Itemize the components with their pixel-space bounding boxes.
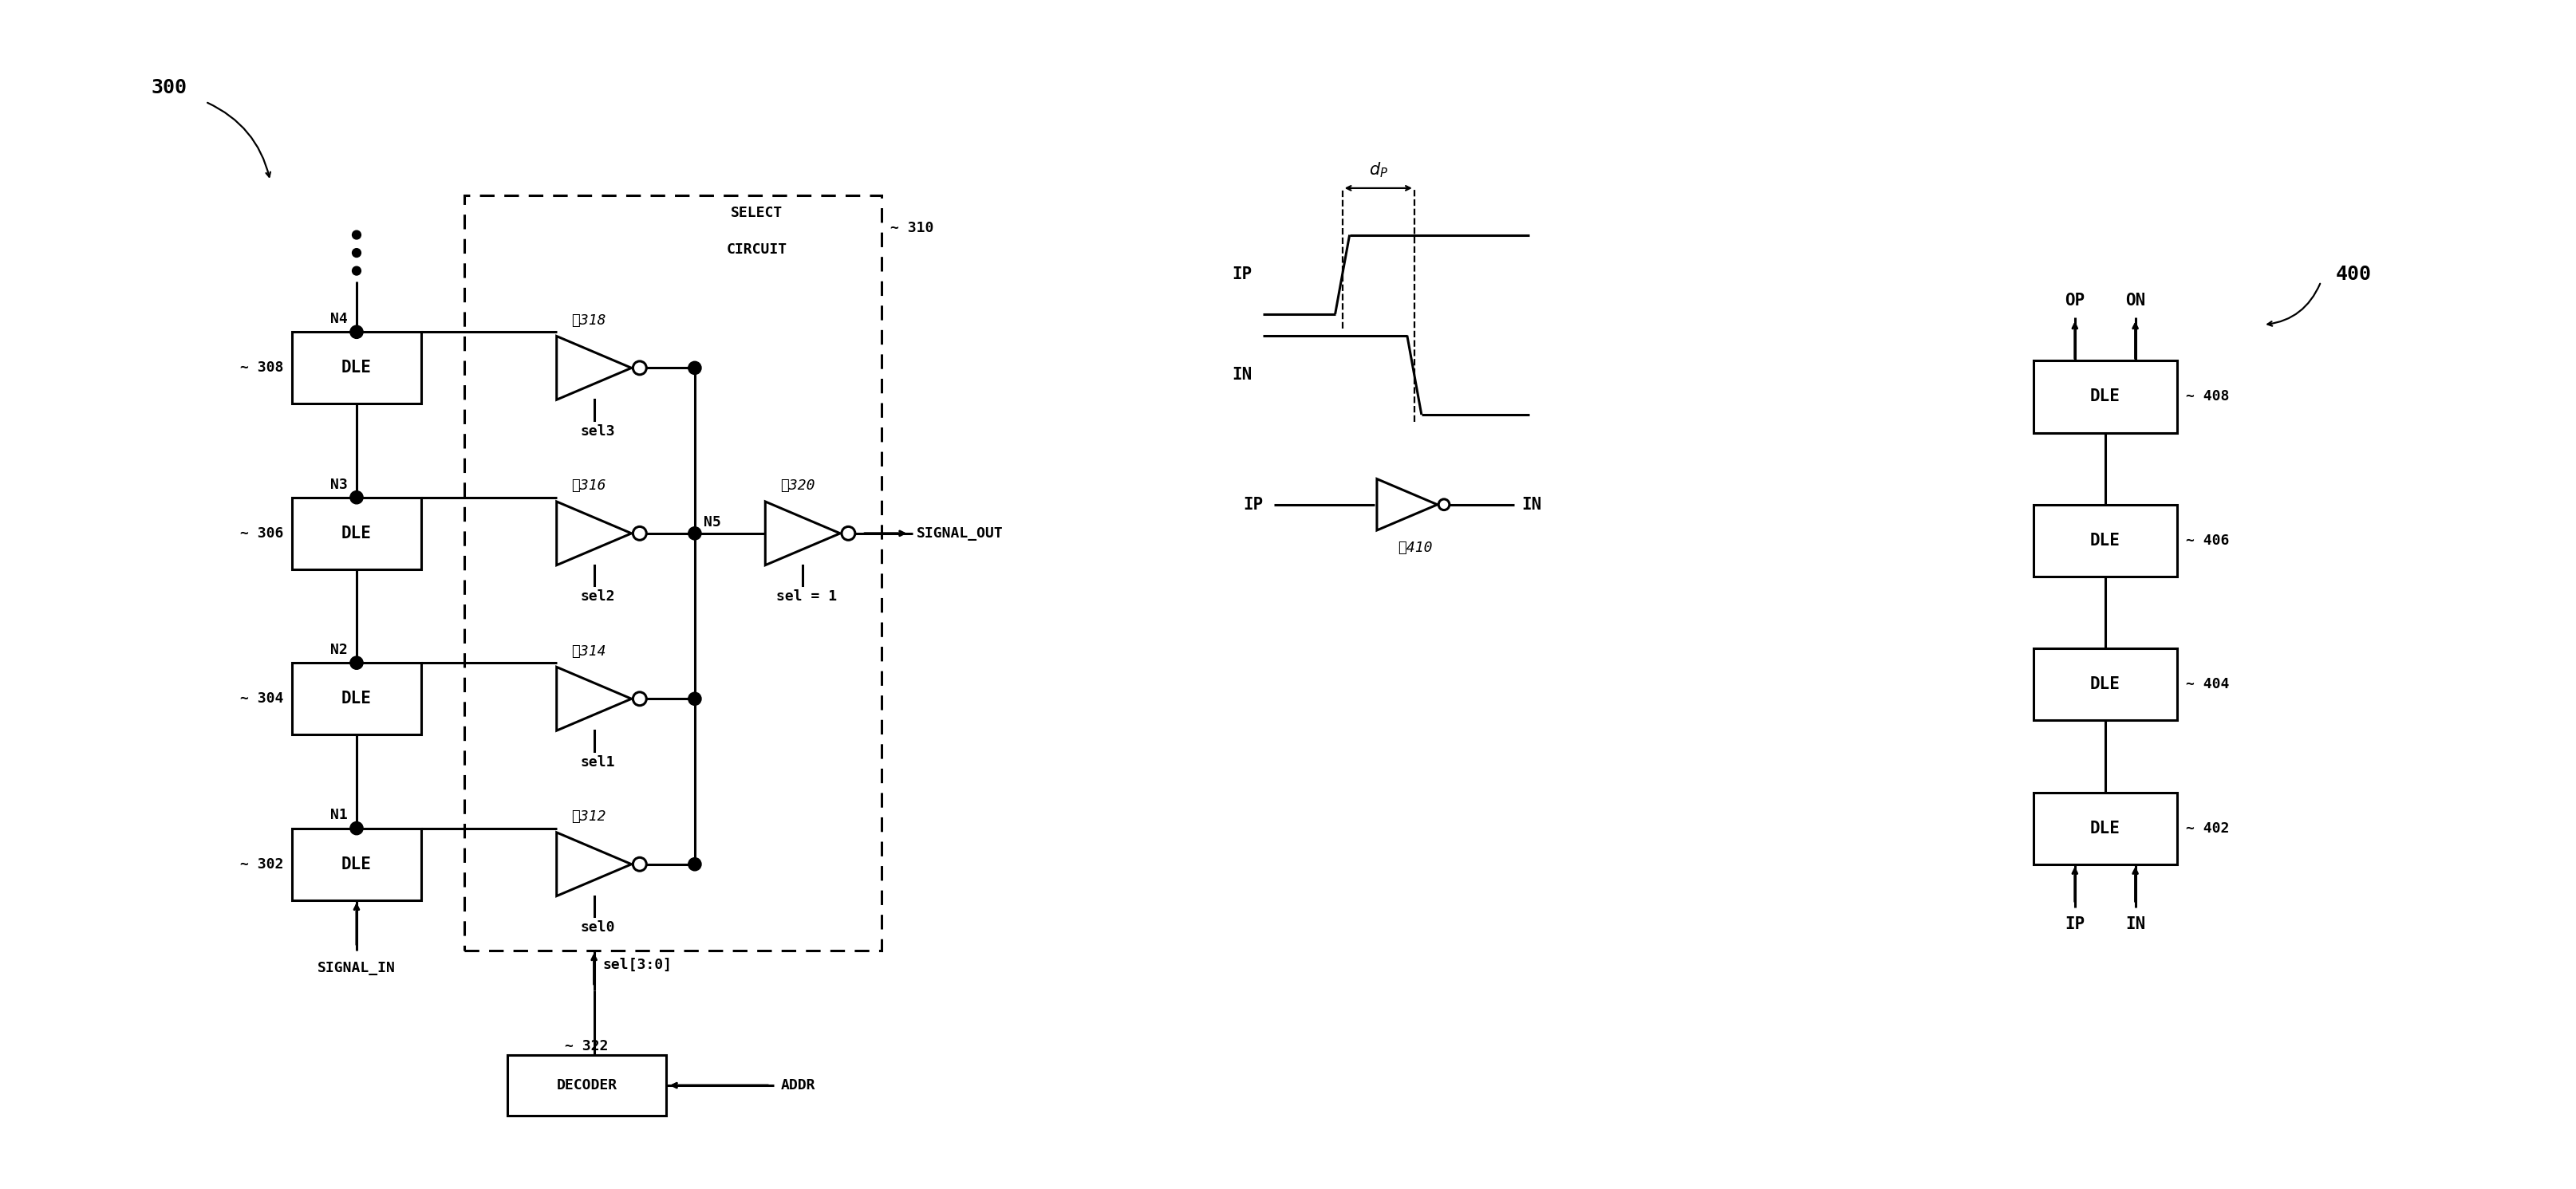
Text: ∼ 408: ∼ 408 [2184, 390, 2228, 404]
Text: N5: N5 [703, 515, 721, 530]
Text: ∼ 308: ∼ 308 [240, 360, 283, 375]
Circle shape [688, 361, 701, 375]
Text: DLE: DLE [2089, 820, 2120, 836]
Text: IP: IP [1242, 497, 1262, 512]
Bar [2032, 360, 2177, 433]
Text: DLE: DLE [2089, 533, 2120, 548]
Text: ∼ 404: ∼ 404 [2184, 678, 2228, 692]
Text: ∼ 406: ∼ 406 [2184, 534, 2228, 548]
Text: N4: N4 [330, 312, 348, 326]
Text: sel2: sel2 [580, 590, 616, 604]
Text: SIGNAL_OUT: SIGNAL_OUT [917, 527, 1002, 541]
Polygon shape [556, 502, 631, 565]
Text: SELECT: SELECT [732, 206, 783, 220]
Text: ⌣312: ⌣312 [572, 810, 605, 824]
Circle shape [1437, 499, 1448, 510]
Text: ON: ON [2125, 292, 2146, 309]
Bar [2032, 792, 2177, 864]
Polygon shape [1376, 479, 1437, 530]
Polygon shape [556, 832, 631, 897]
Circle shape [634, 361, 647, 375]
Circle shape [353, 249, 361, 257]
Text: IN: IN [2125, 916, 2146, 932]
Bar [2032, 504, 2177, 577]
Circle shape [353, 231, 361, 239]
Bar [2032, 648, 2177, 721]
Text: sel1: sel1 [580, 755, 616, 769]
Text: ADDR: ADDR [781, 1078, 817, 1093]
Text: DLE: DLE [343, 360, 371, 376]
Text: DLE: DLE [343, 526, 371, 541]
Text: ∼ 306: ∼ 306 [240, 527, 283, 541]
Text: ∼ 302: ∼ 302 [240, 857, 283, 872]
Text: ⌣410: ⌣410 [1399, 541, 1432, 555]
Text: ⌣314: ⌣314 [572, 644, 605, 659]
Text: SIGNAL_IN: SIGNAL_IN [317, 962, 397, 976]
Text: ∼ 402: ∼ 402 [2184, 822, 2228, 836]
Text: 300: 300 [152, 77, 188, 97]
Text: DECODER: DECODER [556, 1078, 618, 1093]
Bar [464, 195, 881, 950]
Text: ⌣316: ⌣316 [572, 479, 605, 493]
Text: sel[3:0]: sel[3:0] [603, 958, 672, 973]
Circle shape [350, 326, 363, 339]
Circle shape [350, 822, 363, 835]
Text: ⌣318: ⌣318 [572, 313, 605, 327]
Text: ∼ 310: ∼ 310 [891, 220, 933, 235]
Text: N3: N3 [330, 477, 348, 491]
Text: DLE: DLE [343, 691, 371, 706]
Text: sel3: sel3 [580, 424, 616, 439]
Polygon shape [556, 336, 631, 400]
Circle shape [688, 527, 701, 540]
Bar [291, 497, 422, 570]
Text: DLE: DLE [343, 856, 371, 873]
Circle shape [688, 692, 701, 705]
Polygon shape [765, 502, 840, 565]
Bar [291, 829, 422, 900]
Circle shape [353, 266, 361, 275]
Text: ∼ 304: ∼ 304 [240, 692, 283, 706]
Text: IP: IP [2063, 916, 2084, 932]
Circle shape [350, 656, 363, 669]
Circle shape [350, 491, 363, 504]
Text: 400: 400 [2334, 265, 2370, 284]
Bar [291, 332, 422, 404]
Text: DLE: DLE [2089, 677, 2120, 692]
Text: CIRCUIT: CIRCUIT [726, 243, 786, 257]
Text: IN: IN [1231, 367, 1252, 383]
Bar [291, 662, 422, 735]
Circle shape [842, 527, 855, 540]
Text: $d_P$: $d_P$ [1368, 161, 1388, 180]
Text: DLE: DLE [2089, 389, 2120, 404]
Circle shape [688, 857, 701, 870]
Text: N2: N2 [330, 643, 348, 658]
Text: sel = 1: sel = 1 [775, 590, 837, 604]
Text: ⌣320: ⌣320 [781, 479, 814, 493]
Text: IP: IP [1231, 266, 1252, 283]
Text: N1: N1 [330, 809, 348, 823]
Bar [507, 1055, 665, 1116]
Polygon shape [556, 667, 631, 730]
Circle shape [634, 857, 647, 872]
Text: IN: IN [1520, 497, 1540, 512]
Text: OP: OP [2063, 292, 2084, 309]
Circle shape [634, 692, 647, 705]
Text: ∼ 322: ∼ 322 [564, 1039, 608, 1053]
Text: sel0: sel0 [580, 920, 616, 935]
Circle shape [634, 527, 647, 540]
